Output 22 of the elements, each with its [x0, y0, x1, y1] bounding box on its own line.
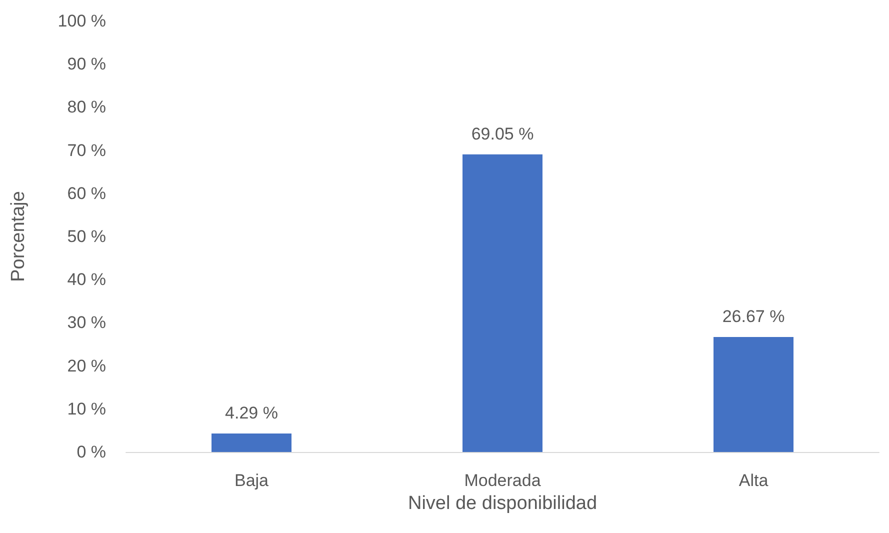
data-label: 4.29 % [225, 404, 278, 423]
y-tick-label: 40 % [67, 270, 106, 290]
y-tick-label: 10 % [67, 399, 106, 418]
bar [462, 154, 542, 452]
y-tick-label: 30 % [67, 313, 106, 332]
data-label: 26.67 % [722, 307, 785, 326]
y-tick-label: 80 % [67, 98, 106, 117]
x-tick-label: Baja [234, 471, 270, 490]
data-label: 69.05 % [471, 124, 534, 144]
bar [212, 434, 292, 452]
y-tick-label: 90 % [67, 54, 106, 74]
x-tick-label: Alta [738, 471, 769, 490]
y-tick-label: 20 % [67, 356, 106, 376]
x-axis-title: Nivel de disponibilidad [408, 493, 598, 514]
x-tick-label: Moderada [464, 471, 542, 490]
y-axis-title: Porcentaje [8, 191, 29, 282]
y-tick-label: 60 % [67, 184, 106, 203]
y-tick-label: 100 % [58, 12, 106, 30]
y-tick-label: 50 % [67, 227, 106, 246]
y-tick-label: 0 % [76, 442, 106, 462]
y-tick-label: 70 % [67, 140, 106, 160]
bar [714, 337, 794, 452]
